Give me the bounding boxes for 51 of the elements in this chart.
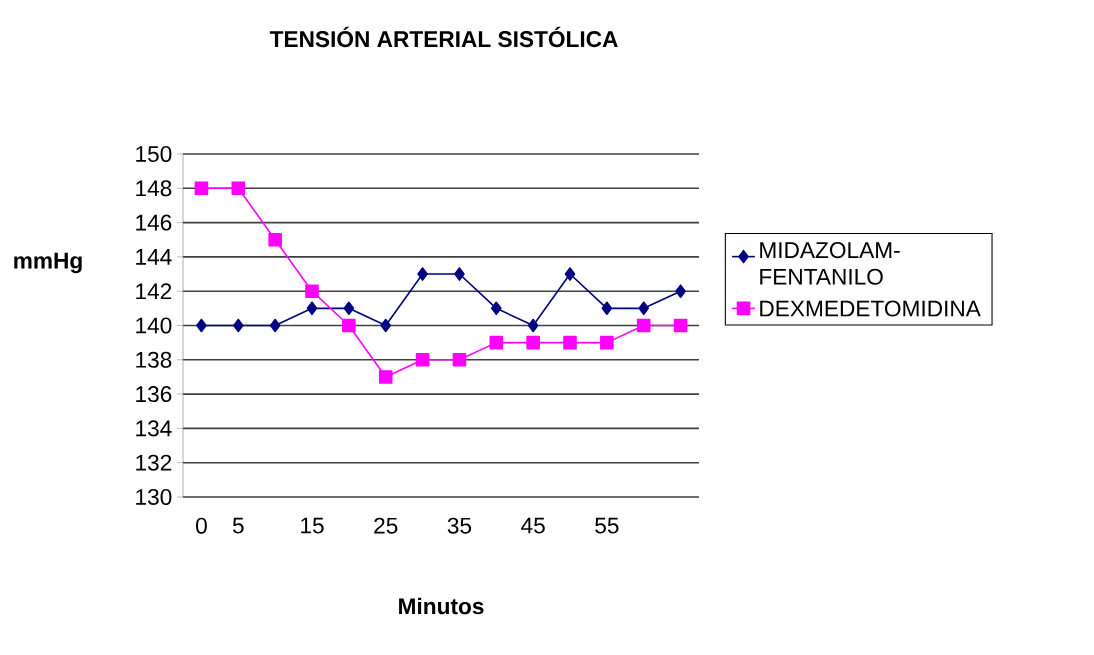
- legend-label: DEXMEDETOMIDINA: [760, 300, 981, 317]
- point: [417, 267, 428, 281]
- x-tick-label: 15: [301, 517, 324, 534]
- y-tick-label: 134: [136, 420, 172, 437]
- point: [564, 267, 576, 281]
- point: [306, 301, 318, 316]
- point: [343, 301, 355, 316]
- point: [527, 318, 539, 333]
- y-tick-label: 138: [136, 351, 172, 368]
- y-tick-label: 132: [136, 454, 172, 471]
- x-tick-label: 0: [196, 517, 207, 534]
- x-tick-label: 25: [374, 517, 398, 534]
- legend-label: MIDAZOLAM-FENTANILO: [760, 242, 900, 285]
- point: [342, 318, 356, 333]
- point: [636, 318, 651, 333]
- y-axis-title: mmHg: [14, 252, 82, 274]
- point: [601, 301, 613, 316]
- x-tick-label: 45: [521, 517, 545, 534]
- x-tick-label: 35: [447, 517, 472, 534]
- point: [489, 335, 504, 350]
- y-tick-label: 146: [136, 214, 172, 231]
- y-tick-label: 130: [136, 488, 172, 506]
- y-tick-label: 144: [136, 249, 172, 265]
- x-tick-label: 55: [595, 517, 619, 534]
- point: [231, 181, 246, 196]
- point: [196, 318, 207, 333]
- point: [380, 318, 392, 333]
- point: [490, 301, 502, 316]
- point: [415, 352, 430, 367]
- point: [454, 267, 465, 281]
- y-tick-label: 150: [136, 145, 172, 163]
- x-tick-label: 5: [232, 517, 244, 534]
- point: [268, 232, 282, 247]
- point: [600, 335, 614, 350]
- y-tick-label: 140: [136, 317, 172, 334]
- point: [305, 284, 319, 298]
- point: [526, 335, 540, 350]
- chart-title: TENSIÓN ARTERIAL SISTÓLICA: [269, 26, 618, 48]
- point: [638, 301, 650, 316]
- point: [673, 318, 688, 333]
- point: [269, 318, 281, 333]
- y-tick-label: 136: [136, 386, 172, 403]
- y-tick-label: 142: [136, 283, 172, 300]
- point: [563, 335, 577, 350]
- point: [194, 181, 209, 196]
- point: [452, 352, 467, 367]
- x-axis-title: Minutos: [399, 597, 484, 615]
- point: [233, 318, 244, 333]
- y-tick-label: 148: [136, 180, 172, 197]
- point: [378, 370, 393, 384]
- point: [675, 284, 686, 298]
